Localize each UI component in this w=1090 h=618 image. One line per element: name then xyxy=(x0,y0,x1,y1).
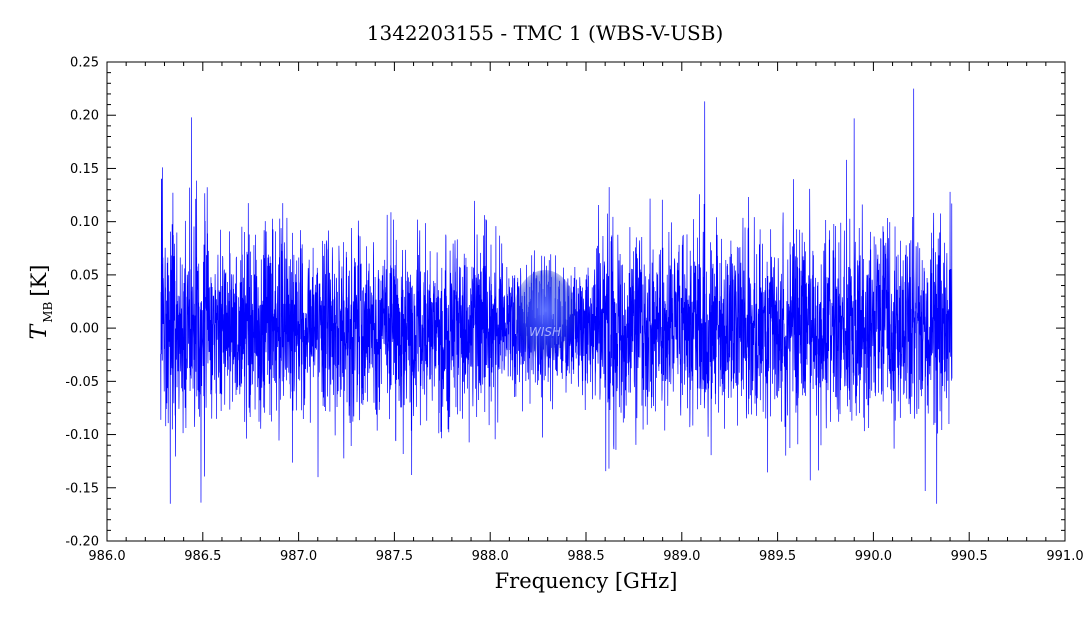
y-tick-label: -0.10 xyxy=(65,428,99,443)
y-tick-label: 0.20 xyxy=(70,109,99,124)
chart-title: 1342203155 - TMC 1 (WBS-V-USB) xyxy=(367,21,724,45)
x-tick-label: 988.5 xyxy=(567,549,604,564)
x-tick-label: 991.0 xyxy=(1046,549,1083,564)
x-tick-label: 989.0 xyxy=(663,549,700,564)
y-axis: -0.20 -0.15 -0.10 -0.05 0.00 0.05 0.10 0.15 0.20… xyxy=(65,56,1065,550)
y-tick-label: -0.20 xyxy=(65,535,99,550)
x-tick-label: 987.5 xyxy=(376,549,413,564)
wish-watermark: WISH xyxy=(513,270,577,360)
y-tick-label: 0.25 xyxy=(70,56,99,71)
y-tick-label: -0.15 xyxy=(65,481,99,496)
watermark-text: WISH xyxy=(529,325,561,339)
x-tick-label: 990.0 xyxy=(855,549,892,564)
x-tick-label: 986.0 xyxy=(88,549,125,564)
y-axis-label: TMB [K] xyxy=(27,265,55,340)
y-tick-label: 0.15 xyxy=(70,162,99,177)
y-tick-label: 0.10 xyxy=(70,215,99,230)
x-axis-label: Frequency [GHz] xyxy=(495,569,678,593)
x-tick-label: 989.5 xyxy=(759,549,796,564)
y-tick-label: 0.05 xyxy=(70,268,99,283)
y-tick-label: 0.00 xyxy=(70,322,99,337)
y-axis-label-unit: [K] xyxy=(27,265,51,297)
x-axis: 986.0 986.5 987.0 987.5 988.0 988.5 989.0 989.5… xyxy=(88,62,1084,564)
y-tick-label: -0.05 xyxy=(65,375,99,390)
y-axis-label-sub: MB xyxy=(41,301,55,322)
x-tick-label: 986.5 xyxy=(184,549,221,564)
watermark-drop xyxy=(513,270,577,360)
x-tick-label: 990.5 xyxy=(951,549,988,564)
x-tick-label: 988.0 xyxy=(472,549,509,564)
y-axis-label-main: T xyxy=(27,322,52,339)
x-tick-label: 987.0 xyxy=(280,549,317,564)
